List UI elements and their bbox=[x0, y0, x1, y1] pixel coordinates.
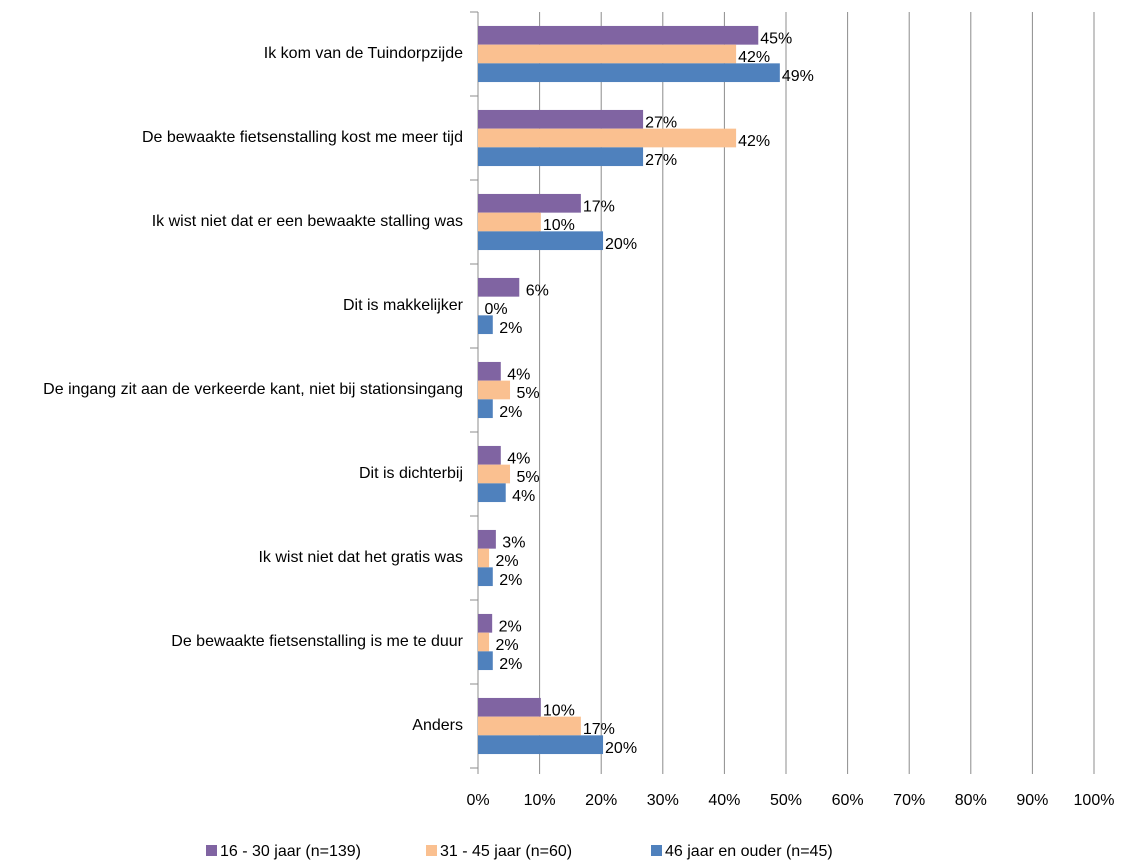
bar bbox=[478, 735, 604, 755]
data-label: 2% bbox=[499, 619, 522, 636]
data-label: 42% bbox=[738, 49, 770, 66]
bar bbox=[478, 483, 506, 503]
data-label: 27% bbox=[645, 115, 677, 132]
data-label: 10% bbox=[543, 217, 575, 234]
legend-swatch bbox=[426, 845, 437, 856]
data-label: 2% bbox=[499, 656, 522, 673]
bar bbox=[478, 697, 541, 717]
x-tick-label: 80% bbox=[955, 792, 987, 809]
data-label: 4% bbox=[512, 488, 535, 505]
x-tick-label: 40% bbox=[708, 792, 740, 809]
y-tick-label: De bewaakte fietsenstalling kost me meer… bbox=[141, 129, 463, 146]
bar bbox=[478, 632, 490, 652]
data-label: 4% bbox=[507, 367, 530, 384]
data-label: 42% bbox=[738, 133, 770, 150]
data-label: 27% bbox=[645, 152, 677, 169]
x-tick-label: 20% bbox=[585, 792, 617, 809]
x-tick-label: 60% bbox=[832, 792, 864, 809]
data-label: 17% bbox=[583, 199, 615, 216]
data-label: 20% bbox=[605, 740, 637, 757]
x-tick-label: 0% bbox=[466, 792, 489, 809]
bar bbox=[478, 613, 493, 633]
data-label: 3% bbox=[502, 535, 525, 552]
bar bbox=[478, 548, 490, 568]
bar bbox=[478, 464, 511, 484]
data-label: 2% bbox=[499, 572, 522, 589]
y-tick-label: Ik wist niet dat er een bewaakte stallin… bbox=[151, 213, 463, 230]
x-tick-label: 50% bbox=[770, 792, 802, 809]
x-tick-label: 30% bbox=[647, 792, 679, 809]
x-tick-label: 100% bbox=[1074, 792, 1115, 809]
bar bbox=[478, 445, 501, 465]
y-tick-label: De ingang zit aan de verkeerde kant, nie… bbox=[43, 381, 463, 398]
legend-label: 31 - 45 jaar (n=60) bbox=[440, 843, 572, 860]
bar bbox=[478, 651, 493, 671]
data-label: 20% bbox=[605, 236, 637, 253]
data-label: 17% bbox=[583, 721, 615, 738]
bar bbox=[478, 147, 644, 167]
y-tick-label: Ik wist niet dat het gratis was bbox=[258, 549, 463, 566]
bar bbox=[478, 25, 759, 45]
legend-swatch bbox=[651, 845, 662, 856]
y-tick-label: Dit is dichterbij bbox=[358, 465, 463, 482]
bar bbox=[478, 63, 780, 83]
y-tick-label: Ik kom van de Tuindorpzijde bbox=[263, 45, 463, 62]
y-tick-label: Anders bbox=[412, 717, 463, 734]
bar bbox=[478, 399, 493, 419]
data-label: 49% bbox=[782, 68, 814, 85]
bar bbox=[478, 193, 581, 213]
y-tick-label: Dit is makkelijker bbox=[342, 297, 463, 314]
x-tick-label: 90% bbox=[1016, 792, 1048, 809]
data-label: 45% bbox=[760, 31, 792, 48]
data-label: 6% bbox=[526, 283, 549, 300]
bar bbox=[478, 529, 496, 549]
legend-label: 16 - 30 jaar (n=139) bbox=[220, 843, 361, 860]
x-tick-label: 70% bbox=[893, 792, 925, 809]
data-label: 4% bbox=[507, 451, 530, 468]
data-label: 2% bbox=[499, 320, 522, 337]
legend-label: 46 jaar en ouder (n=45) bbox=[665, 843, 833, 860]
bar bbox=[478, 380, 511, 400]
bar bbox=[478, 44, 737, 64]
data-label: 2% bbox=[496, 553, 519, 570]
bar bbox=[478, 315, 493, 335]
bar bbox=[478, 567, 493, 587]
data-label: 2% bbox=[499, 404, 522, 421]
data-label: 5% bbox=[516, 469, 539, 486]
y-tick-label: De bewaakte fietsenstalling is me te duu… bbox=[171, 633, 463, 650]
bar bbox=[478, 109, 644, 129]
data-label: 5% bbox=[516, 385, 539, 402]
bar bbox=[478, 277, 520, 297]
x-tick-label: 10% bbox=[524, 792, 556, 809]
legend-swatch bbox=[206, 845, 217, 856]
bar bbox=[478, 212, 541, 232]
bar bbox=[478, 716, 581, 736]
bar bbox=[478, 231, 604, 251]
bar bbox=[478, 128, 737, 148]
bar bbox=[478, 361, 501, 381]
data-label: 2% bbox=[496, 637, 519, 654]
data-label: 10% bbox=[543, 703, 575, 720]
data-label: 0% bbox=[484, 301, 507, 318]
